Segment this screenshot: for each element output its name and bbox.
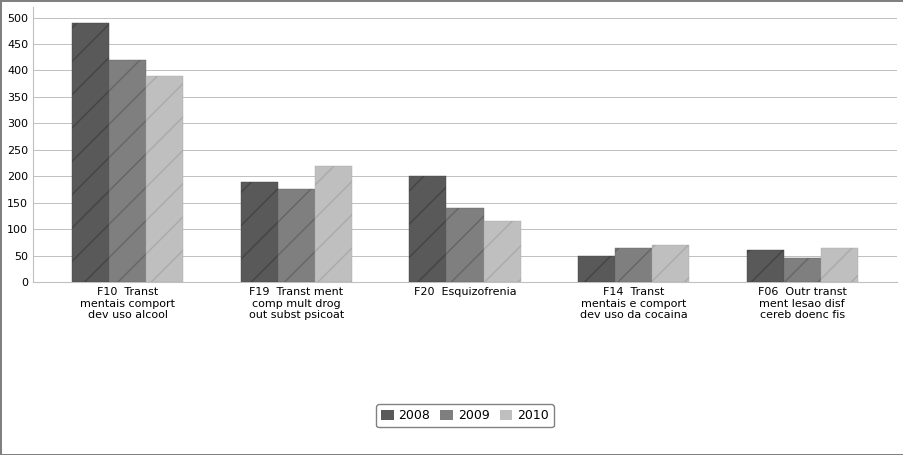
Bar — [446, 208, 483, 282]
Bar — [577, 256, 614, 282]
Bar — [483, 221, 520, 282]
Bar — [72, 23, 109, 282]
Legend: 2008, 2009, 2010: 2008, 2009, 2010 — [376, 404, 554, 427]
Bar — [651, 245, 688, 282]
Bar — [314, 166, 351, 282]
Bar — [240, 182, 277, 282]
Bar — [409, 176, 446, 282]
Bar — [614, 248, 651, 282]
Bar — [820, 248, 857, 282]
Bar — [277, 189, 314, 282]
Bar — [109, 60, 146, 282]
Bar — [146, 76, 183, 282]
Bar — [746, 250, 783, 282]
Bar — [783, 258, 820, 282]
